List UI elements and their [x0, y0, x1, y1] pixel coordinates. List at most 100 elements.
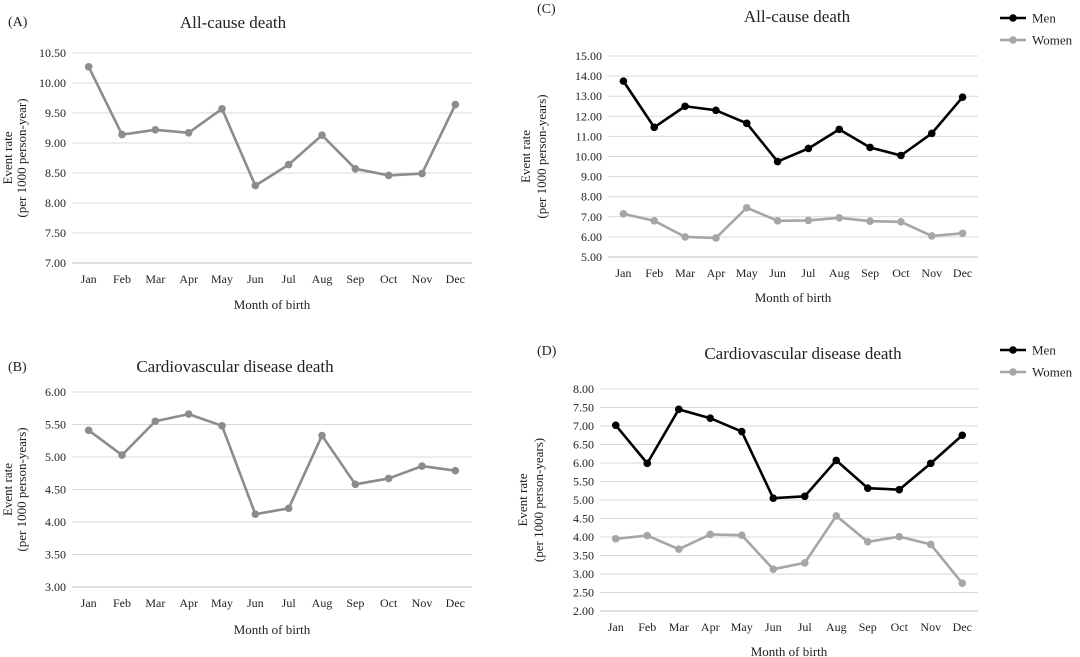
data-point-all-nov [418, 169, 426, 178]
data-point-women-may [737, 531, 746, 539]
x-tick-label: Dec [446, 272, 465, 286]
y-tick-label: 2.50 [573, 586, 594, 600]
data-point-women-oct [897, 218, 905, 226]
x-tick-label: Nov [412, 596, 433, 610]
y-tick-label: 9.00 [581, 170, 602, 184]
x-tick-label: Jul [798, 620, 813, 634]
x-tick-label: Jan [608, 620, 624, 634]
data-point-women-apr [706, 530, 715, 539]
y-tick-label: 4.50 [573, 512, 594, 526]
data-point-women-dec [958, 579, 967, 588]
x-tick-label: Sep [861, 266, 879, 280]
y-tick-label: 9.50 [45, 106, 66, 120]
y-tick-label: 5.00 [573, 493, 594, 507]
x-tick-label: Sep [859, 620, 877, 634]
y-tick-label: 6.00 [573, 456, 594, 470]
x-tick-label: Sep [346, 272, 364, 286]
y-tick-label: 8.00 [45, 196, 66, 210]
data-point-men-jun [773, 157, 782, 166]
y-tick-label: 8.00 [573, 382, 594, 396]
y-tick-label: 8.00 [581, 190, 602, 204]
x-tick-label: Apr [179, 272, 198, 286]
y-tick-label: 5.50 [45, 418, 66, 432]
series-line-women [615, 514, 964, 585]
y-tick-label: 9.00 [45, 136, 66, 150]
x-tick-label: Oct [892, 266, 910, 280]
data-point-all-jan [84, 426, 93, 435]
data-point-women-apr [712, 234, 720, 242]
data-point-women-jul [800, 559, 809, 567]
data-point-all-jul [284, 160, 293, 169]
data-point-all-dec [451, 100, 460, 109]
legend-label-women: Women [1032, 33, 1073, 48]
x-tick-label: Oct [380, 596, 398, 610]
x-axis-title: Month of birth [234, 297, 311, 312]
y-tick-label: 7.00 [573, 419, 594, 433]
data-point-women-feb [650, 217, 659, 225]
data-point-all-nov [418, 462, 426, 470]
data-point-all-may [218, 422, 226, 430]
x-tick-label: Nov [920, 620, 941, 634]
y-tick-label: 12.00 [575, 109, 602, 123]
x-tick-label: Jun [247, 596, 264, 610]
x-tick-label: Jan [615, 266, 631, 280]
x-tick-label: May [211, 596, 233, 610]
chart-title: All-cause death [744, 7, 851, 26]
y-axis-title: Event rate [518, 130, 533, 183]
data-point-all-sep [351, 480, 360, 489]
data-point-men-aug [835, 125, 844, 134]
x-tick-label: Apr [179, 596, 198, 610]
data-point-women-sep [866, 217, 874, 226]
data-point-men-dec [958, 431, 967, 440]
x-tick-label: Dec [446, 596, 465, 610]
chart-panel-d: (D) Cardiovascular disease death 2.00 2.50 3… [515, 343, 1073, 657]
data-point-women-mar [681, 233, 689, 241]
series-line-all [87, 412, 456, 516]
data-point-men-may [742, 119, 751, 128]
legend-marker-women [1009, 368, 1017, 376]
data-point-women-jul [804, 216, 813, 225]
y-tick-label: 3.50 [45, 548, 66, 562]
data-point-men-jun [769, 494, 778, 502]
y-axis-title-unit: (per 1000 person-years) [531, 438, 546, 562]
y-tick-label: 2.00 [573, 604, 594, 618]
data-point-all-sep [351, 165, 360, 173]
y-axis-title: Event rate [515, 473, 530, 526]
y-tick-label: 10.00 [575, 150, 602, 164]
x-tick-label: Oct [891, 620, 909, 634]
x-tick-label: Aug [829, 266, 850, 280]
data-point-men-jul [800, 492, 809, 501]
chart-panel-c: (C) All-cause death 5.00 6.00 7.00 8.00 9.00 10… [518, 2, 1073, 305]
legend-marker-women [1009, 36, 1017, 44]
y-tick-label: 3.50 [573, 549, 594, 563]
data-point-women-aug [832, 512, 841, 520]
data-point-all-jun [251, 181, 260, 190]
data-point-men-jul [804, 144, 813, 153]
y-axis-title-unit: (per 1000 person-year) [14, 98, 29, 217]
data-point-men-oct [895, 485, 904, 494]
data-point-all-apr [184, 410, 193, 418]
data-point-women-dec [958, 229, 967, 238]
data-point-all-feb [118, 451, 126, 459]
y-axis-title-unit: (per 1000 person-years) [534, 94, 549, 218]
y-tick-label: 7.00 [581, 210, 602, 224]
y-tick-label: 10.00 [39, 76, 66, 90]
x-tick-label: Nov [412, 272, 433, 286]
data-point-all-oct [384, 474, 393, 483]
legend-label-women: Women [1032, 365, 1073, 380]
y-tick-label: 13.00 [575, 89, 602, 103]
x-axis-title: Month of birth [751, 644, 828, 657]
data-point-women-mar [674, 545, 683, 554]
legend-label-men: Men [1032, 11, 1056, 26]
x-tick-label: Feb [645, 266, 663, 280]
legend-marker-men [1009, 346, 1017, 354]
data-point-men-feb [650, 123, 659, 132]
data-point-women-jun [773, 217, 782, 225]
y-tick-label: 7.50 [573, 401, 594, 415]
y-tick-label: 7.00 [45, 256, 66, 270]
data-point-men-jan [611, 421, 620, 430]
data-point-men-may [737, 427, 746, 436]
x-tick-label: Mar [669, 620, 689, 634]
data-point-all-aug [318, 431, 326, 440]
